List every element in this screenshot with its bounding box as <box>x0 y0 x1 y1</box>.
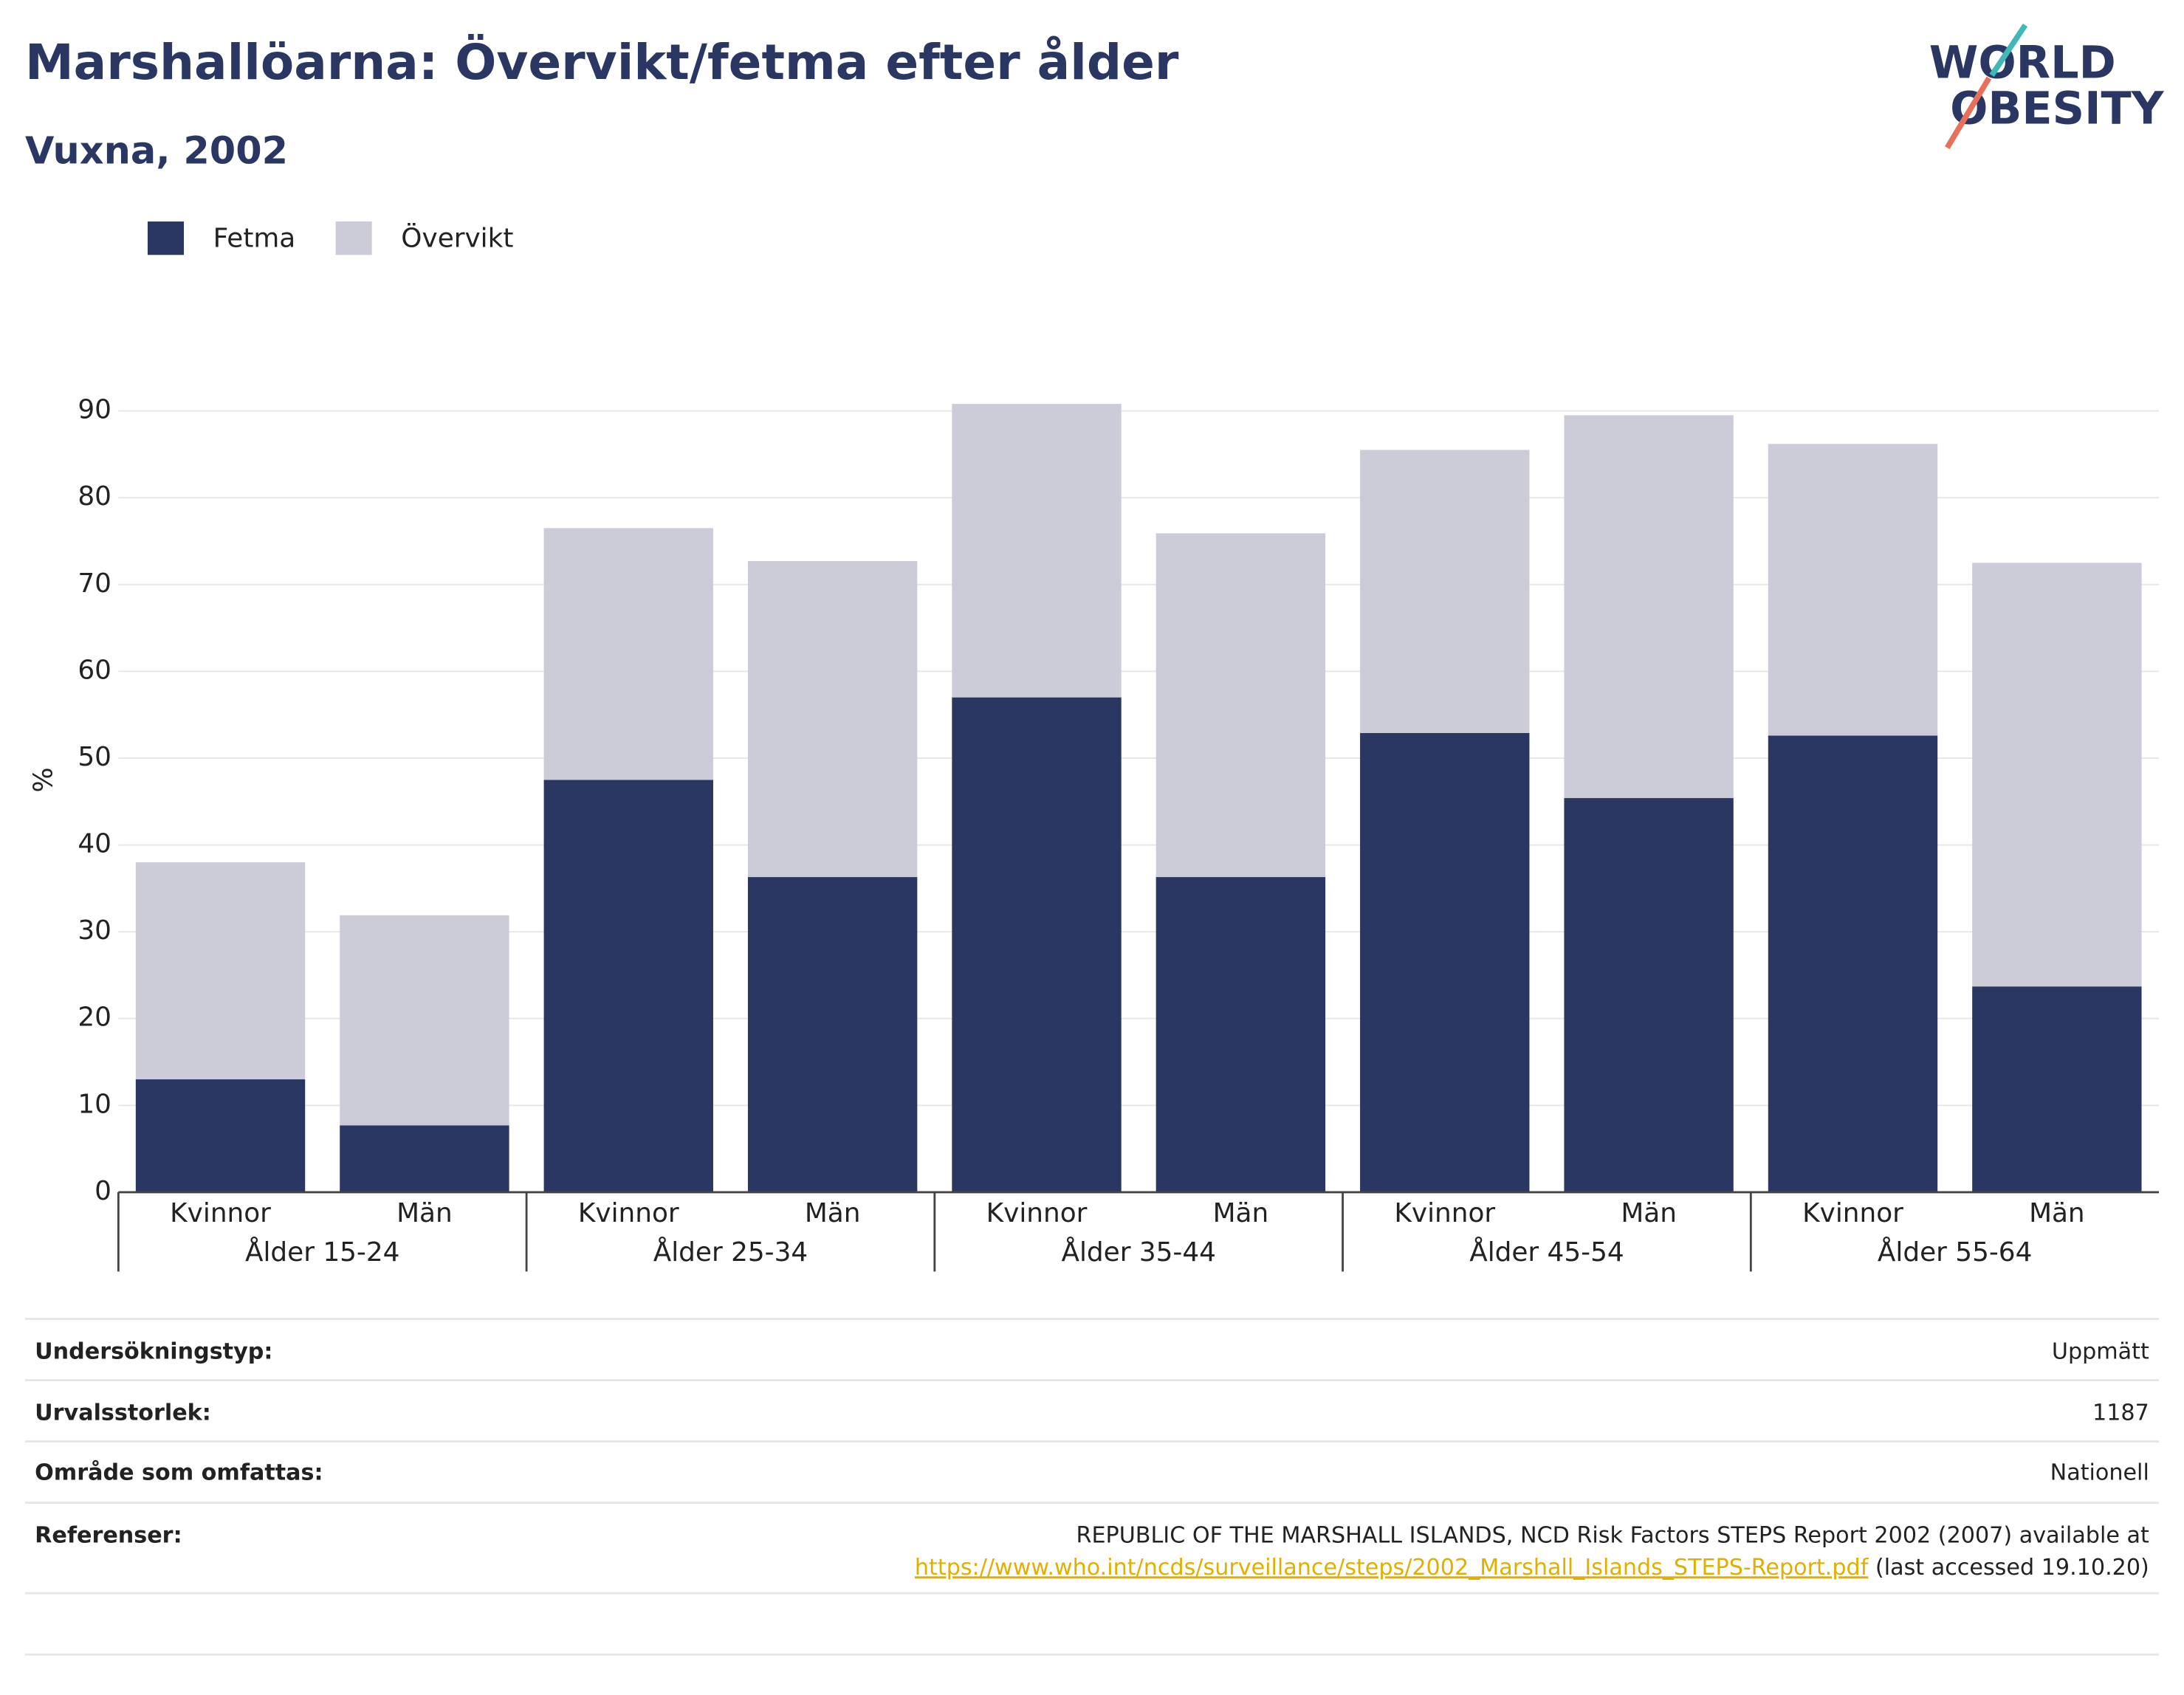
bar-segment <box>543 780 713 1192</box>
x-tick-label: Kvinnor <box>578 1198 679 1228</box>
y-tick-label: 30 <box>78 915 111 946</box>
y-tick-label: 50 <box>78 742 111 772</box>
bar-segment <box>952 404 1122 698</box>
bar-segment <box>135 862 306 1080</box>
y-tick-label: 0 <box>95 1176 111 1206</box>
bar-segment <box>1768 735 1938 1192</box>
logo-text: WORLD <box>1929 37 2116 89</box>
y-tick-label: 80 <box>78 481 111 512</box>
group-label: Ålder 15-24 <box>245 1236 399 1268</box>
y-tick-label: 70 <box>78 568 111 599</box>
legend-swatch <box>147 221 185 255</box>
chart-title: Marshallöarna: Övervikt/fetma efter ålde… <box>25 34 1179 91</box>
bar-segment <box>952 697 1122 1192</box>
bar-segment <box>1564 415 1734 799</box>
y-tick-label: 60 <box>78 655 111 685</box>
reference-line: https://www.who.int/ncds/surveillance/st… <box>915 1555 2149 1581</box>
x-tick-label: Män <box>805 1198 861 1228</box>
group-label: Ålder 35-44 <box>1061 1236 1215 1268</box>
x-tick-label: Män <box>396 1198 453 1228</box>
x-tick-label: Män <box>1621 1198 1677 1228</box>
group-label: Ålder 45-54 <box>1469 1236 1624 1268</box>
bar-segment <box>747 561 918 878</box>
table-value: REPUBLIC OF THE MARSHALL ISLANDS, NCD Ri… <box>1076 1522 2149 1548</box>
bar-segment <box>1155 877 1326 1192</box>
x-tick-label: Kvinnor <box>170 1198 271 1228</box>
logo: WORLD OBESITY <box>1929 23 2165 149</box>
legend-label: Övervikt <box>401 223 513 254</box>
bar-segment <box>1360 450 1530 733</box>
y-axis-label: % <box>28 767 58 792</box>
y-tick-label: 90 <box>78 395 111 425</box>
x-tick-label: Kvinnor <box>1802 1198 1903 1228</box>
bar-segment <box>1768 444 1938 736</box>
bar-segment <box>340 915 509 1126</box>
table-value: Nationell <box>2050 1460 2149 1485</box>
logo-slash <box>1945 76 1992 149</box>
table-label: Urvalsstorlek: <box>35 1400 211 1426</box>
bar-segment <box>135 1079 306 1192</box>
bar-segment <box>543 528 713 780</box>
bar-segment <box>1972 986 2142 1192</box>
legend-swatch <box>335 221 372 255</box>
x-tick-label: Män <box>1213 1198 1269 1228</box>
y-tick-label: 10 <box>78 1089 111 1119</box>
logo-text: OBESITY <box>1950 83 2165 135</box>
bar-segment <box>747 877 918 1192</box>
legend-label: Fetma <box>213 224 296 254</box>
x-tick-label: Kvinnor <box>1394 1198 1495 1228</box>
bar-segment <box>340 1125 509 1192</box>
table-label: Undersökningstyp: <box>35 1338 272 1364</box>
group-label: Ålder 25-34 <box>653 1236 808 1268</box>
logo-slash <box>1989 23 2028 78</box>
x-tick-label: Kvinnor <box>986 1198 1088 1228</box>
bar-segment <box>1360 732 1530 1192</box>
table-label: Område som omfattas: <box>35 1459 323 1485</box>
group-label: Ålder 55-64 <box>1878 1236 2032 1268</box>
table-value: 1187 <box>2092 1400 2149 1426</box>
bar-segment <box>1564 798 1734 1192</box>
x-tick-label: Män <box>2029 1198 2085 1228</box>
y-tick-label: 20 <box>78 1003 111 1033</box>
bar-segment <box>1155 533 1326 878</box>
y-tick-label: 40 <box>78 829 111 859</box>
chart-subtitle: Vuxna, 2002 <box>25 130 288 173</box>
table-label: Referenser: <box>35 1522 182 1548</box>
reference-link[interactable]: https://www.who.int/ncds/surveillance/st… <box>915 1555 1869 1581</box>
bar-segment <box>1972 563 2142 987</box>
reference-suffix: (last accessed 19.10.20) <box>1868 1555 2149 1581</box>
table-value: Uppmätt <box>2052 1338 2149 1364</box>
